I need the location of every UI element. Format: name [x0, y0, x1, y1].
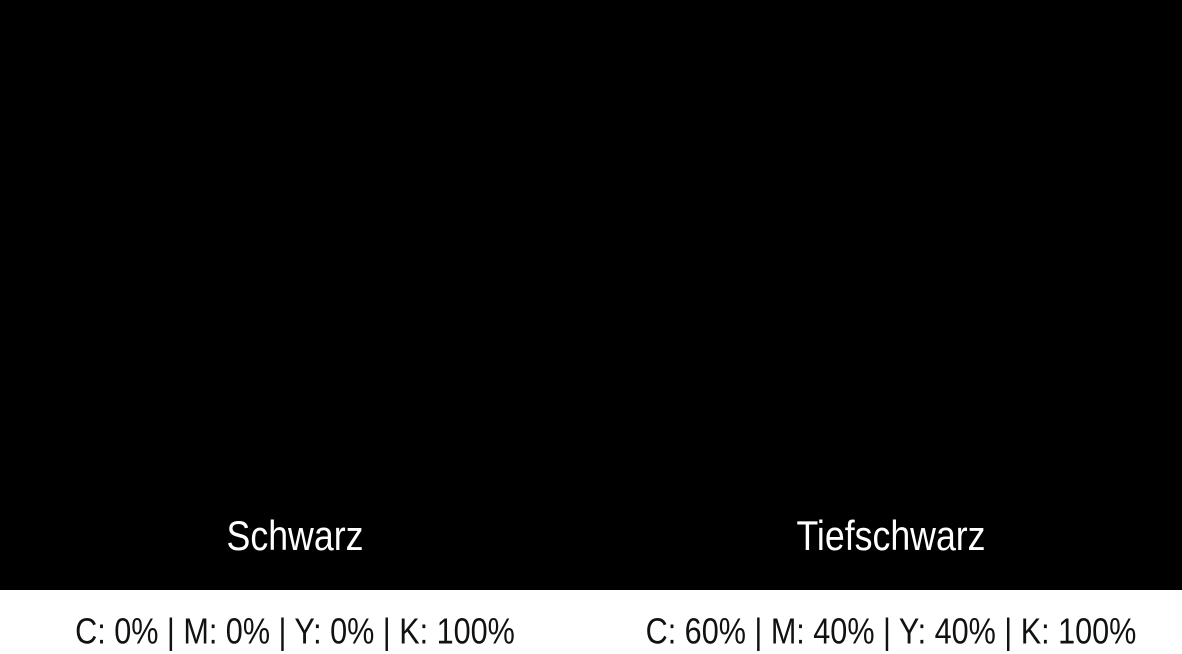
swatch-name: Schwarz: [227, 513, 364, 559]
color-swatch: [0, 0, 592, 590]
cmyk-values: C: 0% | M: 0% | Y: 0% | K: 100%: [75, 612, 515, 652]
swatch-name: Tiefschwarz: [796, 513, 985, 559]
color-swatch: [591, 0, 1182, 590]
cmyk-values: C: 60% | M: 40% | Y: 40% | K: 100%: [646, 612, 1137, 652]
